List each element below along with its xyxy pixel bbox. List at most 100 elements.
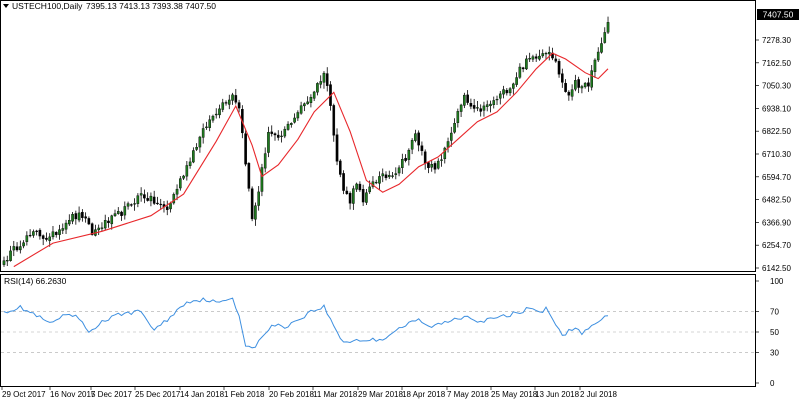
candle [512, 82, 515, 95]
candle-body [423, 151, 427, 164]
candle [528, 52, 531, 63]
price-tick-label: 7278.30 [762, 36, 791, 45]
candle [113, 209, 117, 218]
candle-body [143, 194, 146, 199]
time-tick-label: 20 Feb 2018 [269, 390, 314, 399]
candle-body [397, 167, 401, 174]
candle [404, 154, 407, 163]
candle-body [54, 232, 58, 235]
candle [133, 198, 136, 211]
candle [440, 154, 443, 167]
candle-body [387, 174, 391, 178]
candle-body [19, 246, 22, 251]
candle [544, 51, 548, 60]
candle-body [280, 135, 283, 137]
price-tick-label: 7162.50 [762, 59, 791, 68]
triangle-down-icon[interactable] [3, 4, 9, 8]
candle-body [482, 105, 486, 111]
candle [299, 101, 303, 115]
candle-body [603, 32, 607, 43]
candle [459, 103, 463, 118]
candle-body [290, 123, 293, 125]
time-tick-label: 29 Mar 2018 [358, 390, 403, 399]
candle [482, 101, 486, 117]
price-tick-label: 6710.30 [762, 150, 791, 159]
candle-body [74, 213, 78, 220]
candle [564, 79, 567, 93]
candle [283, 126, 287, 139]
candle-body [113, 213, 117, 216]
time-tick-label: 2 Jul 2018 [580, 390, 617, 399]
candle-body [401, 159, 404, 168]
candle [211, 114, 215, 123]
candle [325, 67, 329, 92]
candle [606, 16, 610, 34]
candle-body [214, 113, 218, 116]
candle [443, 146, 447, 164]
price-tick-label: 6938.10 [762, 104, 791, 113]
candle-body [260, 167, 264, 192]
candle [508, 87, 512, 96]
candle-body [195, 147, 198, 150]
candle [515, 72, 518, 87]
candle-body [554, 58, 558, 62]
candle [580, 84, 584, 94]
candle [567, 90, 571, 101]
candle [603, 27, 607, 44]
candle-body [48, 236, 52, 241]
candle [201, 123, 205, 144]
candle-body [110, 215, 114, 225]
price-axis[interactable]: 7278.30 7162.50 7050.30 6938.10 6822.50 6710.… [755, 36, 791, 273]
candle-body [544, 53, 548, 55]
candle [139, 187, 143, 202]
candle-body [476, 107, 479, 109]
candle [51, 226, 55, 240]
candle [123, 201, 127, 220]
candle [276, 130, 280, 141]
candle [192, 147, 195, 164]
candle-body [41, 235, 45, 239]
candle-body [456, 111, 460, 123]
candle-body [368, 186, 371, 193]
candle [169, 201, 172, 213]
candle-body [185, 165, 189, 177]
candle [338, 159, 342, 178]
candle [541, 49, 545, 58]
candle [234, 88, 238, 105]
candle-body [534, 56, 538, 59]
candle [214, 108, 218, 119]
candle-body [208, 119, 211, 128]
candle-body [244, 133, 247, 165]
candle-body [58, 229, 61, 235]
candle-body [355, 183, 358, 190]
candle-body [593, 59, 597, 72]
candle-body [489, 103, 492, 107]
candle [410, 138, 414, 155]
candle [466, 90, 469, 105]
candle-body [84, 216, 87, 219]
candle-body [263, 153, 267, 169]
candle [397, 165, 401, 177]
candle-body [557, 61, 561, 75]
candle [600, 37, 603, 54]
candle [188, 157, 192, 169]
candle [384, 171, 388, 181]
candle-body [577, 79, 580, 88]
time-tick-label: 29 Oct 2017 [2, 390, 46, 399]
candle-body [309, 97, 313, 103]
candle-body [198, 136, 202, 148]
candle-body [254, 205, 257, 220]
candle [423, 149, 427, 170]
candle [446, 137, 450, 153]
candle [433, 161, 437, 174]
rsi-axis[interactable]: 100 70 50 30 0 [755, 277, 784, 388]
candle [165, 200, 169, 216]
candle [309, 94, 313, 108]
candle [198, 135, 202, 153]
candle-body [22, 242, 25, 247]
candle [561, 68, 564, 88]
candle [306, 96, 309, 105]
